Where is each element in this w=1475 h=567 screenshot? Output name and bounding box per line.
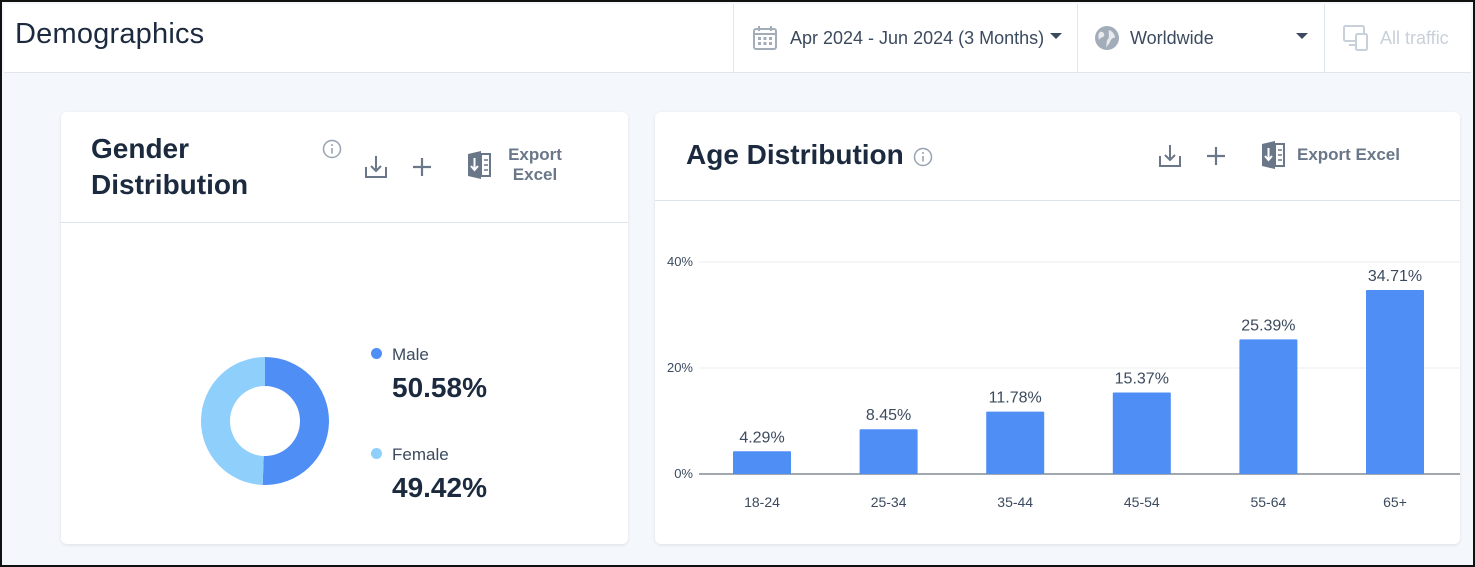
- calendar-icon: [753, 26, 777, 50]
- bar-value-label: 8.45%: [866, 407, 911, 424]
- info-icon[interactable]: [322, 139, 342, 159]
- age-bar-chart: 0% 20% 40% 4.29% 18-24 8.45% 25-34 11.78% 35-44 1…: [667, 254, 1460, 510]
- traffic-label: All traffic: [1380, 27, 1449, 48]
- donut-slice-female: [201, 357, 265, 485]
- male-legend-label: Male: [392, 345, 429, 364]
- bar-18-24[interactable]: [733, 451, 791, 474]
- info-icon[interactable]: [913, 147, 933, 167]
- gender-distribution-card: Gender Distribution: [61, 112, 628, 544]
- x-category-label: 18-24: [744, 494, 780, 510]
- export-line2: Excel: [512, 165, 558, 184]
- bar-25-34[interactable]: [859, 429, 918, 474]
- male-value: 50.58%: [392, 372, 487, 403]
- bar-value-label: 25.39%: [1241, 317, 1295, 334]
- gender-card-title: Gender Distribution: [91, 131, 248, 203]
- male-legend-dot: [371, 348, 382, 359]
- x-category-label: 65+: [1383, 494, 1407, 510]
- traffic-selector[interactable]: All traffic: [1324, 4, 1475, 72]
- x-category-label: 25-34: [871, 494, 907, 510]
- bar-45-54[interactable]: [1112, 392, 1171, 474]
- bar-value-label: 11.78%: [989, 390, 1042, 407]
- bar-value-label: 34.71%: [1368, 268, 1422, 285]
- region-selector[interactable]: Worldwide: [1077, 4, 1325, 72]
- age-export-excel-button[interactable]: Export Excel: [1297, 145, 1400, 164]
- date-range-label: Apr 2024 - Jun 2024 (3 Months): [790, 27, 1045, 48]
- bar-65+[interactable]: [1366, 290, 1424, 474]
- female-value: 49.42%: [392, 472, 487, 503]
- female-legend-label: Female: [392, 445, 449, 464]
- gender-donut-chart: [201, 357, 330, 485]
- globe-icon: [1095, 26, 1119, 50]
- age-card-header: Age Distribution: [655, 112, 1460, 201]
- top-bar: Demographics Apr 2024 - Jun 2024 (3 Mont…: [4, 4, 1471, 73]
- date-range-selector[interactable]: Apr 2024 - Jun 2024 (3 Months): [733, 4, 1078, 72]
- bar-value-label: 15.37%: [1115, 371, 1169, 388]
- add-icon[interactable]: [1205, 145, 1227, 167]
- chevron-down-icon: [1296, 33, 1308, 39]
- age-card-title: Age Distribution: [686, 139, 904, 170]
- bar-value-label: 4.29%: [739, 429, 784, 446]
- y-tick-label: 0%: [674, 466, 693, 481]
- download-icon[interactable]: [363, 154, 389, 180]
- excel-icon[interactable]: [466, 150, 492, 180]
- export-line1: Export: [508, 145, 562, 164]
- add-icon[interactable]: [411, 156, 433, 178]
- devices-icon: [1343, 25, 1368, 51]
- x-category-label: 55-64: [1250, 494, 1286, 510]
- gender-title-line1: Gender: [91, 133, 190, 164]
- x-category-label: 35-44: [997, 494, 1033, 510]
- y-tick-label: 40%: [667, 254, 693, 269]
- age-distribution-card: Age Distribution: [655, 112, 1460, 544]
- download-icon[interactable]: [1157, 143, 1183, 169]
- region-label: Worldwide: [1130, 27, 1214, 48]
- gender-title-line2: Distribution: [91, 169, 249, 200]
- gender-export-excel-button[interactable]: Export Excel: [501, 145, 569, 185]
- gender-card-header: Gender Distribution: [61, 112, 628, 223]
- page-title: Demographics: [15, 18, 205, 50]
- bar-35-44[interactable]: [986, 411, 1045, 474]
- excel-icon[interactable]: [1260, 140, 1286, 170]
- bar-55-64[interactable]: [1239, 339, 1298, 474]
- x-category-label: 45-54: [1124, 494, 1160, 510]
- y-tick-label: 20%: [667, 360, 693, 375]
- female-legend-dot: [371, 448, 382, 459]
- donut-slice-male: [262, 357, 330, 485]
- chevron-down-icon: [1050, 33, 1062, 39]
